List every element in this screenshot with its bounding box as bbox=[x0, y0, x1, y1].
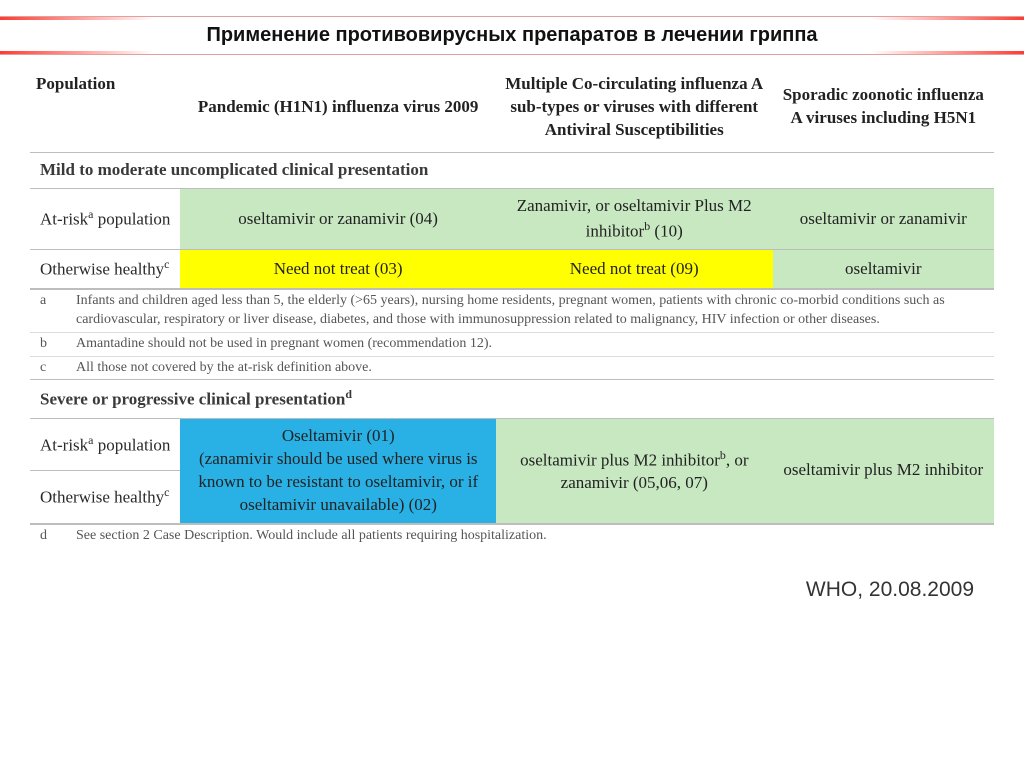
footnotes-1: a Infants and children aged less than 5,… bbox=[30, 289, 994, 380]
section-mild-moderate: Mild to moderate uncomplicated clinical … bbox=[30, 152, 994, 188]
cell-mild-atrisk-h1n1: oseltamivir or zanamivir (04) bbox=[180, 188, 495, 250]
title-band: Применение противовирусных препаратов в … bbox=[0, 16, 1024, 55]
cell-mild-healthy-multiple: Need not treat (09) bbox=[496, 250, 773, 289]
cell-severe-zoonotic: oseltamivir plus M2 inhibitor bbox=[773, 419, 995, 524]
footnotes-2: d See section 2 Case Description. Would … bbox=[30, 524, 994, 548]
cell-mild-healthy-h1n1: Need not treat (03) bbox=[180, 250, 495, 289]
row-mild-healthy: Otherwise healthyc Need not treat (03) N… bbox=[30, 250, 994, 289]
row-mild-at-risk: At-riska population oseltamivir or zanam… bbox=[30, 188, 994, 250]
col-population: Population bbox=[30, 63, 180, 152]
source-citation: WHO, 20.08.2009 bbox=[0, 548, 1024, 602]
label-at-risk-2: At-riska population bbox=[30, 419, 180, 471]
col-pandemic-h1n1: Pandemic (H1N1) influenza virus 2009 bbox=[180, 63, 495, 152]
label-otherwise-healthy: Otherwise healthyc bbox=[30, 250, 180, 289]
treatment-table: Population Pandemic (H1N1) influenza vir… bbox=[30, 63, 994, 289]
header-row: Population Pandemic (H1N1) influenza vir… bbox=[30, 63, 994, 152]
label-at-risk: At-riska population bbox=[30, 188, 180, 250]
section-heading-2: Severe or progressive clinical presentat… bbox=[30, 380, 994, 419]
note-key-c: c bbox=[30, 356, 72, 379]
col-sporadic-zoonotic: Sporadic zoonotic influenza A viruses in… bbox=[773, 63, 994, 152]
cell-mild-atrisk-multiple: Zanamivir, or oseltamivir Plus M2 inhibi… bbox=[496, 188, 773, 250]
section-severe: Severe or progressive clinical presentat… bbox=[30, 380, 994, 419]
section-heading-1: Mild to moderate uncomplicated clinical … bbox=[30, 152, 994, 188]
note-text-a: Infants and children aged less than 5, t… bbox=[72, 289, 994, 332]
note-key-a: a bbox=[30, 289, 72, 332]
note-key-b: b bbox=[30, 332, 72, 356]
row-severe-at-risk: At-riska population Oseltamivir (01) (za… bbox=[30, 419, 994, 471]
note-text-d: See section 2 Case Description. Would in… bbox=[72, 524, 994, 547]
label-otherwise-healthy-2: Otherwise healthyc bbox=[30, 471, 180, 523]
note-text-b: Amantadine should not be used in pregnan… bbox=[72, 332, 994, 356]
slide-title: Применение противовирусных препаратов в … bbox=[0, 20, 1024, 51]
treatment-table-2: Severe or progressive clinical presentat… bbox=[30, 379, 994, 523]
col-multiple-subtypes: Multiple Co-circulating influenza A sub-… bbox=[496, 63, 773, 152]
cell-mild-healthy-zoonotic: oseltamivir bbox=[773, 250, 994, 289]
cell-severe-multiple: oseltamivir plus M2 inhibitorb, or zanam… bbox=[496, 419, 772, 524]
note-text-c: All those not covered by the at-risk def… bbox=[72, 356, 994, 379]
note-key-d: d bbox=[30, 524, 72, 547]
cell-severe-h1n1: Oseltamivir (01) (zanamivir should be us… bbox=[180, 419, 496, 524]
cell-mild-atrisk-zoonotic: oseltamivir or zanamivir bbox=[773, 188, 994, 250]
